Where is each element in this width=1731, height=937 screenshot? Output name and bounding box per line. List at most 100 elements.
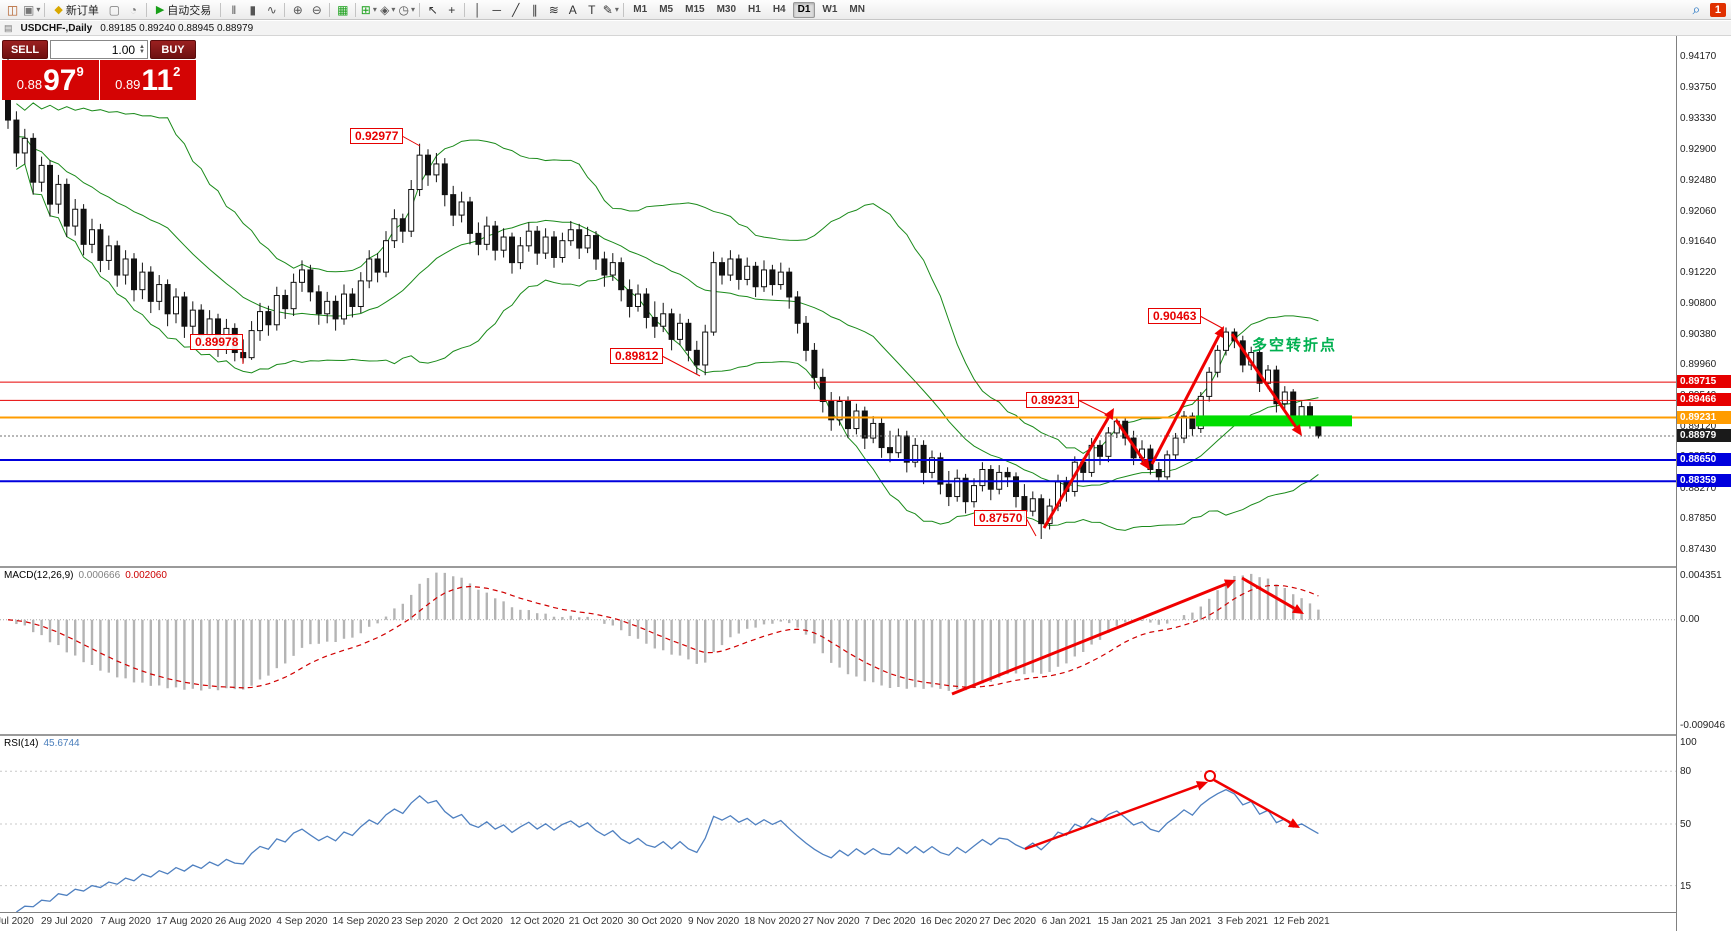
price-label-0.92977[interactable]: 0.92977 xyxy=(350,128,404,144)
buy-price-display[interactable]: 0.89 11 2 xyxy=(99,60,196,100)
zoom-out-icon[interactable]: ⊖ xyxy=(307,1,326,18)
chevron-down-icon[interactable]: ▾ xyxy=(372,5,377,14)
panel-splitter[interactable] xyxy=(0,734,1731,736)
trendline-icon[interactable]: ╱ xyxy=(506,1,525,18)
chevron-down-icon[interactable]: ▾ xyxy=(614,5,619,14)
notification-count-badge[interactable]: 1 xyxy=(1709,2,1726,17)
trend-arrow[interactable] xyxy=(1213,778,1300,828)
text-label-icon[interactable]: T xyxy=(582,1,601,18)
timeframe-button-w1[interactable]: W1 xyxy=(822,4,838,15)
toolbar-separator xyxy=(44,2,46,17)
rsi-peak-circle[interactable] xyxy=(1204,770,1216,782)
search-icon[interactable]: ⌕ xyxy=(1692,1,1701,17)
date-tick-label: 16 Dec 2020 xyxy=(920,916,978,927)
date-tick-label: 4 Sep 2020 xyxy=(276,916,328,927)
price-label-0.87570[interactable]: 0.87570 xyxy=(974,510,1028,526)
date-tick-label: 2 Oct 2020 xyxy=(453,916,503,927)
price-tick-label: 0.89120 xyxy=(1680,420,1717,432)
new-order-button[interactable]: ◆ 新订单 xyxy=(48,1,104,18)
turning-point-annotation[interactable]: 多空转折点 xyxy=(1252,337,1338,354)
chevron-down-icon[interactable]: ▾ xyxy=(411,5,416,14)
rsi-panel[interactable]: RSI(14) 45.6744 xyxy=(0,736,1676,912)
timeframe-button-d1[interactable]: D1 xyxy=(792,1,816,18)
sell-button[interactable]: SELL xyxy=(2,40,48,59)
crosshair-icon[interactable]: + xyxy=(442,1,461,18)
periods-icon[interactable]: ◷ ▾ xyxy=(397,1,416,18)
shapes-icon[interactable]: ✎ ▾ xyxy=(601,1,620,18)
new-chart-icon[interactable]: ◫ xyxy=(3,1,22,18)
price-label-0.89812[interactable]: 0.89812 xyxy=(610,348,664,364)
fibonacci-icon[interactable]: ≋ xyxy=(544,1,563,18)
chevron-down-icon[interactable]: ▾ xyxy=(391,5,396,14)
timeframe-button-h1[interactable]: H1 xyxy=(748,4,761,15)
vertical-line-icon[interactable]: │ xyxy=(468,1,487,18)
channel-icon[interactable]: ∥ xyxy=(525,1,544,18)
chart-title-bar: ▤ USDCHF-,Daily 0.89185 0.89240 0.88945 … xyxy=(0,21,1731,36)
toolbar-separator xyxy=(145,2,147,17)
trend-arrow[interactable] xyxy=(1241,576,1304,614)
trend-arrow[interactable] xyxy=(1150,326,1224,465)
cursor-icon[interactable]: ↖ xyxy=(423,1,442,18)
trend-arrow[interactable] xyxy=(1024,781,1208,851)
cursor-icon: ↖ xyxy=(427,2,438,17)
horizontal-line-icon[interactable]: ─ xyxy=(487,1,506,18)
sell-price-display[interactable]: 0.88 97 9 xyxy=(2,60,99,100)
trend-arrow[interactable] xyxy=(951,579,1236,696)
price-tick-label: 0.93330 xyxy=(1680,112,1717,124)
trend-arrow[interactable] xyxy=(1114,419,1150,470)
toolbar-buttons: ◫ ▣ ▾ ◆ 新订单 ▢ ◔ ▶ 自动交易 ‖ ▮ ∿ ⊕ ⊖ ▦ ⊞ ▾ ◈ ▾ ◷ ▾ ↖ + │ ─ ╱ ∥ ≋ A T ✎ ▾ M1 M… xyxy=(3,0,871,19)
horizontal-lines[interactable] xyxy=(0,381,1676,483)
buy-button[interactable]: BUY xyxy=(150,40,196,59)
timeframe-button-m5[interactable]: M5 xyxy=(659,4,674,15)
trend-arrow[interactable] xyxy=(1230,333,1302,436)
tile-windows-icon[interactable]: ▦ xyxy=(333,1,352,18)
volume-input[interactable]: 1.00 ▲ ▼ xyxy=(50,40,148,59)
macd-label: MACD(12,26,9) 0.000666 0.002060 xyxy=(4,570,167,581)
macd-panel[interactable]: MACD(12,26,9) 0.000666 0.002060 xyxy=(0,568,1676,734)
bar-chart-icon[interactable]: ‖ xyxy=(224,1,243,18)
price-label-0.89231[interactable]: 0.89231 xyxy=(1026,392,1080,408)
chevron-down-icon[interactable]: ▾ xyxy=(36,5,41,14)
profiles-icon[interactable]: ▣ ▾ xyxy=(22,1,41,18)
price-label-0.90463[interactable]: 0.90463 xyxy=(1148,308,1202,324)
support-zone-rectangle[interactable] xyxy=(1196,415,1352,427)
price-label-0.89978[interactable]: 0.89978 xyxy=(190,334,244,350)
candlestick-chart-icon[interactable]: ▮ xyxy=(243,1,262,18)
autotrading-button[interactable]: ▶ 自动交易 xyxy=(150,1,217,18)
history-center-icon[interactable]: ◔ xyxy=(124,1,143,18)
sell-price-pip: 9 xyxy=(76,64,84,79)
date-tick-label: 12 Oct 2020 xyxy=(509,916,565,927)
timeframe-button-h4[interactable]: H4 xyxy=(772,4,786,15)
panel-splitter[interactable] xyxy=(0,566,1731,568)
volume-up-icon[interactable]: ▲ xyxy=(139,43,145,50)
timeframe-button-m1[interactable]: M1 xyxy=(633,4,648,15)
zoom-in-icon[interactable]: ⊕ xyxy=(288,1,307,18)
chart-ohlc-values: 0.89185 0.89240 0.88945 0.88979 xyxy=(100,22,254,34)
trend-arrow[interactable] xyxy=(1042,408,1114,529)
timeframe-button-m15[interactable]: M15 xyxy=(685,4,705,15)
shapes-icon: ✎ xyxy=(602,2,613,17)
line-chart-icon[interactable]: ∿ xyxy=(262,1,281,18)
chart-icon: ▤ xyxy=(4,22,13,33)
timeframe-button-mn[interactable]: MN xyxy=(849,4,865,15)
buy-price-big: 11 xyxy=(141,64,174,97)
volume-spinner[interactable]: ▲ ▼ xyxy=(139,43,145,55)
indicators-icon[interactable]: ⊞ ▾ xyxy=(359,1,378,18)
time-axis[interactable]: 20 Jul 2020 29 Jul 2020 7 Aug 2020 17 Aug 2… xyxy=(0,912,1676,931)
text-icon[interactable]: A xyxy=(563,1,582,18)
date-tick-label: 7 Dec 2020 xyxy=(864,916,916,927)
buy-price-prefix: 0.89 xyxy=(115,77,141,92)
price-tick-label: 0.89960 xyxy=(1680,359,1717,371)
rsi-axis-label: 50 xyxy=(1680,819,1692,830)
chart-window-icon[interactable]: ▢ xyxy=(105,1,124,18)
price-badge-0.89715: 0.89715 xyxy=(1677,375,1731,389)
price-tick-label: 0.91220 xyxy=(1680,267,1717,279)
macd-svg xyxy=(0,572,1676,696)
price-axis[interactable]: 0.94170 0.93750 0.93330 0.92900 0.92480 0.920… xyxy=(1676,36,1731,931)
timeframe-button-m30[interactable]: M30 xyxy=(716,4,737,15)
main-chart-panel[interactable]: SELL 1.00 ▲ ▼ BUY 0.88 97 9 0.89 11 2 xyxy=(0,36,1676,566)
one-click-trading-panel: SELL 1.00 ▲ ▼ BUY 0.88 97 9 0.89 11 2 xyxy=(2,40,196,100)
objects-icon[interactable]: ◈ ▾ xyxy=(378,1,397,18)
toolbar-separator xyxy=(220,2,222,17)
volume-down-icon[interactable]: ▼ xyxy=(139,48,145,55)
